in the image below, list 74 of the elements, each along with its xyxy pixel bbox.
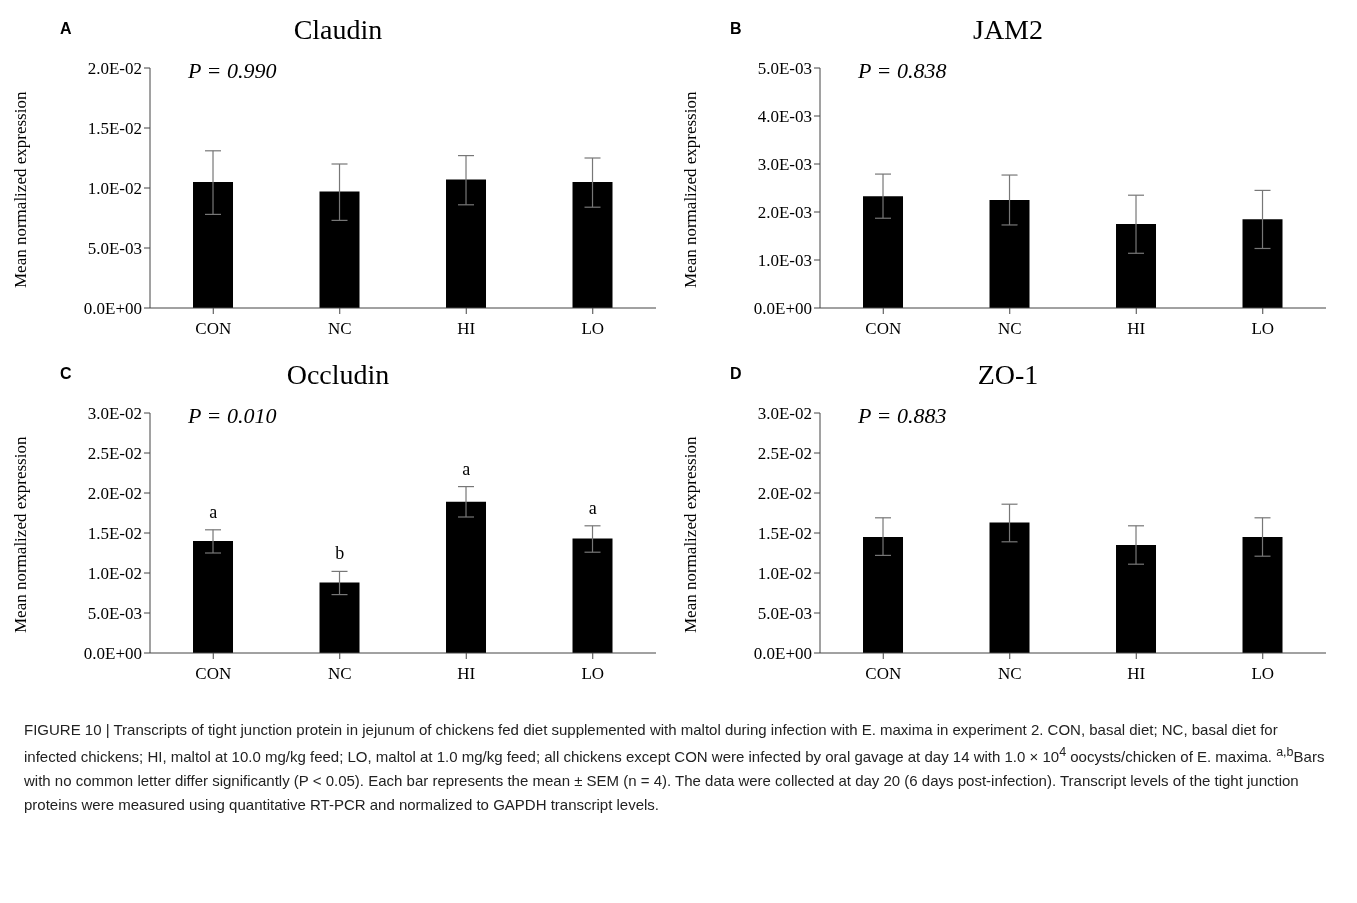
y-tick-label: 2.5E-02 (87, 444, 142, 464)
bar (446, 179, 487, 308)
bar (319, 582, 360, 653)
bar (446, 501, 487, 653)
y-tick-label: 0.0E+00 (753, 644, 812, 664)
y-tick-label: 1.5E-02 (757, 524, 812, 544)
bar (1116, 224, 1157, 308)
x-tick-label: NC (997, 319, 1022, 339)
annotation: P = 0.990 (188, 58, 277, 84)
y-tick-label: 5.0E-03 (757, 604, 812, 624)
bar (572, 538, 613, 653)
x-tick-label: HI (1127, 664, 1146, 684)
bar (863, 196, 904, 308)
y-tick-label: 1.5E-02 (87, 524, 142, 544)
y-tick-label: 1.0E-03 (757, 251, 812, 271)
data-label: a (209, 501, 218, 522)
x-tick-label: NC (327, 319, 352, 339)
text: A (60, 20, 72, 38)
y-tick-label: 3.0E-02 (757, 404, 812, 424)
x-tick-label: CON (865, 664, 902, 684)
x-tick-label: HI (457, 664, 476, 684)
chart-title: ZO-1 (977, 359, 1039, 390)
y-tick-label: 1.0E-02 (757, 564, 812, 584)
y-tick-label: 2.5E-02 (757, 444, 812, 464)
y-tick-label: 1.0E-02 (87, 179, 142, 199)
text: D (730, 365, 742, 383)
data-label: a (462, 458, 471, 479)
y-tick-label: 0.0E+00 (83, 644, 142, 664)
caption: FIGURE 10 | Transcripts of tight junction protein in jejunum of chickens fed diet supplemented with maltol during infection with E. maxima in experiment 2. CON, basal diet; NC, basal diet for infected chickens; HI, maltol at 10.0 mg/kg feed; LO, maltol at 1.0 mg/kg feed; all chickens except CON were infected by oral gavage at day 14 with 1.0 × 10$^{4}$ oocysts/chicken of E. maxima. $^{a,b}$Bars with no common letter differ significantly (P < 0.05). Each bar represents the mean ± SEM (n = 4). The data were collected at day 20 (6 days post-infection). Transcript levels of the tight junction proteins were measured using quantitative RT-PCR and normalized to GAPDH transcript levels. (24, 720, 1326, 815)
x-tick-label: LO (1251, 664, 1275, 684)
chart-title: Claudin (293, 14, 383, 45)
y-tick-label: 2.0E-03 (757, 203, 812, 223)
bar (193, 541, 234, 653)
text: C (60, 365, 72, 383)
x-tick-label: HI (1127, 319, 1146, 339)
y-tick-label: 5.0E-03 (87, 604, 142, 624)
y-tick-label: 5.0E-03 (757, 59, 812, 79)
x-tick-label: CON (865, 319, 902, 339)
x-tick-label: CON (195, 664, 232, 684)
y-tick-label: 2.0E-02 (757, 484, 812, 504)
y-tick-label: 0.0E+00 (753, 299, 812, 319)
x-tick-label: CON (195, 319, 232, 339)
y-tick-label: 1.5E-02 (87, 119, 142, 139)
x-tick-label: NC (327, 664, 352, 684)
bar (193, 182, 234, 308)
chart-title: JAM2 (972, 14, 1043, 45)
y-tick-label: 5.0E-03 (87, 239, 142, 259)
bar (572, 182, 613, 308)
data-label: a (588, 497, 597, 518)
x-tick-label: LO (581, 664, 605, 684)
y-tick-label: 3.0E-02 (87, 404, 142, 424)
y-tick-label: 0.0E+00 (83, 299, 142, 319)
x-tick-label: HI (457, 319, 476, 339)
y-axis-title: Mean normalized expression (681, 91, 701, 288)
chart-title: Occludin (286, 359, 390, 390)
bar (989, 200, 1030, 308)
y-axis-title: Mean normalized expression (11, 91, 31, 288)
y-tick-label: 2.0E-02 (87, 59, 142, 79)
annotation: P = 0.838 (858, 58, 947, 84)
y-axis-title: Mean normalized expression (11, 436, 31, 633)
annotation: P = 0.883 (858, 403, 947, 429)
y-axis-title: Mean normalized expression (681, 436, 701, 633)
data-label: b (335, 543, 345, 564)
y-tick-label: 4.0E-03 (757, 107, 812, 127)
x-tick-label: NC (997, 664, 1022, 684)
bar (319, 191, 360, 308)
y-tick-label: 1.0E-02 (87, 564, 142, 584)
x-tick-label: LO (1251, 319, 1275, 339)
x-tick-label: LO (581, 319, 605, 339)
text: B (730, 20, 742, 38)
y-tick-label: 3.0E-03 (757, 155, 812, 175)
y-tick-label: 2.0E-02 (87, 484, 142, 504)
bar (1242, 219, 1283, 308)
annotation: P = 0.010 (188, 403, 277, 429)
